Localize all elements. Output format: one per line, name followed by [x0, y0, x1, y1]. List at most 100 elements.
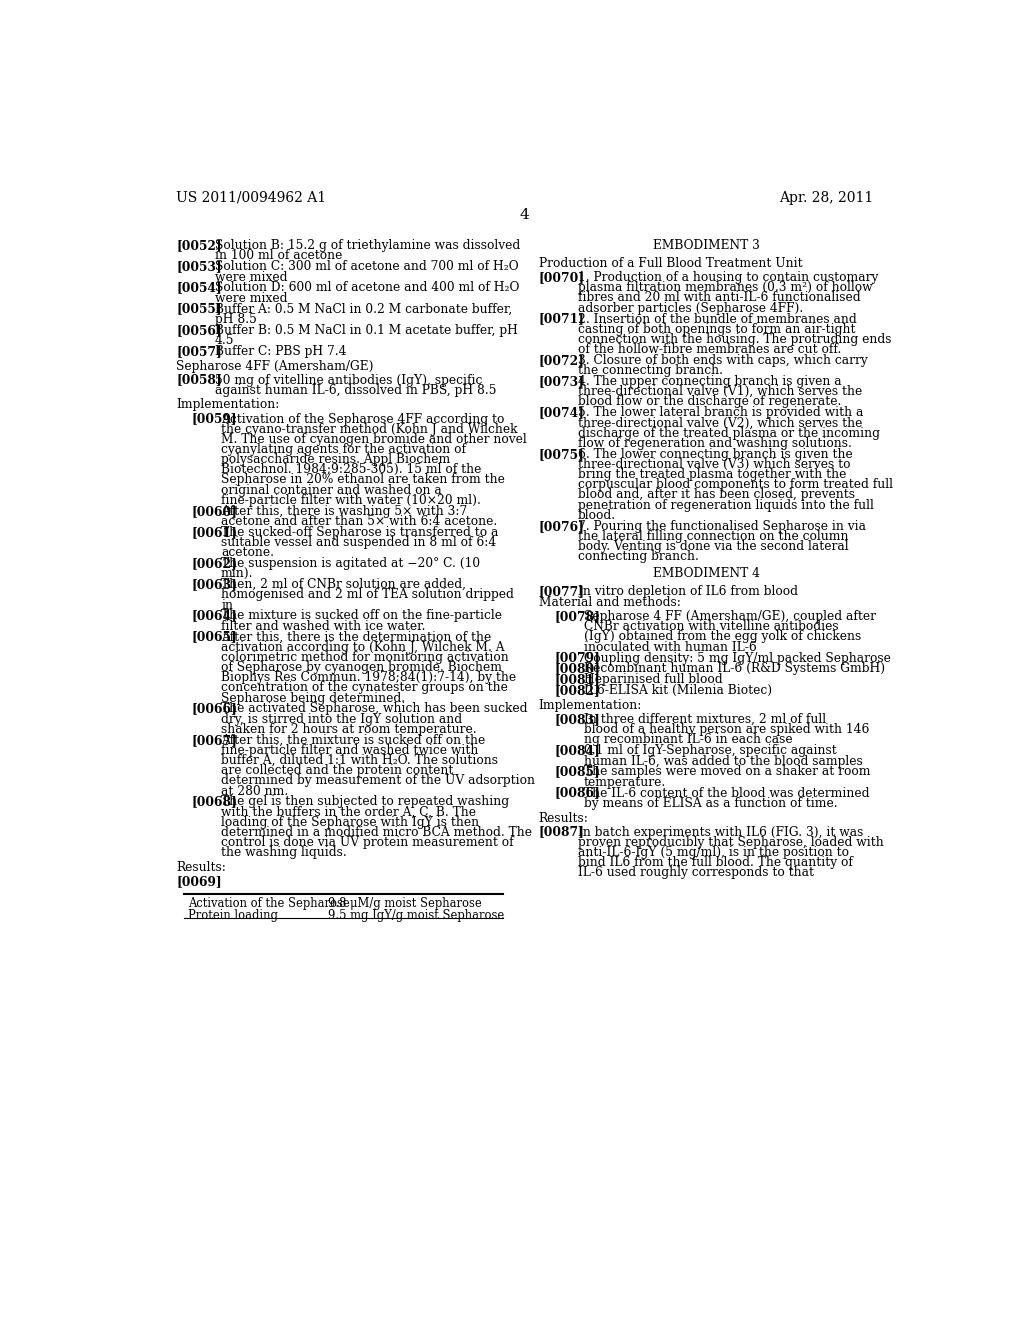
Text: Buffer A: 0.5 M NaCl in 0.2 M carbonate buffer,: Buffer A: 0.5 M NaCl in 0.2 M carbonate … — [215, 302, 512, 315]
Text: concentration of the cynatester groups on the: concentration of the cynatester groups o… — [221, 681, 508, 694]
Text: After this, the mixture is sucked off on the: After this, the mixture is sucked off on… — [221, 734, 485, 747]
Text: Results:: Results: — [539, 812, 589, 825]
Text: [0080]: [0080] — [554, 663, 600, 676]
Text: penetration of regeneration liquids into the full: penetration of regeneration liquids into… — [578, 499, 873, 512]
Text: [0055]: [0055] — [176, 302, 221, 315]
Text: [0085]: [0085] — [554, 766, 600, 779]
Text: [0054]: [0054] — [176, 281, 221, 294]
Text: 6. The lower connecting branch is given the: 6. The lower connecting branch is given … — [578, 447, 852, 461]
Text: [0056]: [0056] — [176, 323, 221, 337]
Text: EMBODIMENT 4: EMBODIMENT 4 — [652, 568, 760, 581]
Text: 9.5 mg IgY/g moist Sepharose: 9.5 mg IgY/g moist Sepharose — [328, 909, 505, 923]
Text: 4. The upper connecting branch is given a: 4. The upper connecting branch is given … — [578, 375, 841, 388]
Text: body. Venting is done via the second lateral: body. Venting is done via the second lat… — [578, 540, 848, 553]
Text: acetone.: acetone. — [221, 546, 274, 560]
Text: blood flow or the discharge of regenerate.: blood flow or the discharge of regenerat… — [578, 396, 841, 408]
Text: Implementation:: Implementation: — [176, 399, 280, 412]
Text: The activated Sepharose, which has been sucked: The activated Sepharose, which has been … — [221, 702, 527, 715]
Text: Biotechnol. 1984;9:285-305). 15 ml of the: Biotechnol. 1984;9:285-305). 15 ml of th… — [221, 463, 481, 477]
Text: 0.1 ml of IgY-Sepharose, specific against: 0.1 ml of IgY-Sepharose, specific agains… — [584, 744, 837, 758]
Text: shaken for 2 hours at room temperature.: shaken for 2 hours at room temperature. — [221, 723, 476, 735]
Text: Apr. 28, 2011: Apr. 28, 2011 — [779, 191, 873, 205]
Text: [0083]: [0083] — [554, 713, 600, 726]
Text: at 280 nm.: at 280 nm. — [221, 784, 288, 797]
Text: homogenised and 2 ml of TEA solution dripped: homogenised and 2 ml of TEA solution dri… — [221, 589, 514, 602]
Text: dry, is stirred into the IgY solution and: dry, is stirred into the IgY solution an… — [221, 713, 462, 726]
Text: activation according to (Kohn J, Wilchek M. A: activation according to (Kohn J, Wilchek… — [221, 640, 505, 653]
Text: The samples were moved on a shaker at room: The samples were moved on a shaker at ro… — [584, 766, 870, 779]
Text: three-directional valve (V2), which serves the: three-directional valve (V2), which serv… — [578, 417, 862, 429]
Text: proven reproducibly that Sepharose, loaded with: proven reproducibly that Sepharose, load… — [578, 836, 884, 849]
Text: loading of the Sepharose with IgY is then: loading of the Sepharose with IgY is the… — [221, 816, 479, 829]
Text: The sucked-off Sepharose is transferred to a: The sucked-off Sepharose is transferred … — [221, 525, 499, 539]
Text: [0059]: [0059] — [191, 413, 237, 425]
Text: [0067]: [0067] — [191, 734, 238, 747]
Text: [0082]: [0082] — [554, 684, 600, 697]
Text: After this, there is washing 5× with 3:7: After this, there is washing 5× with 3:7 — [221, 504, 467, 517]
Text: [0084]: [0084] — [554, 744, 600, 758]
Text: three-directional valve (V1), which serves the: three-directional valve (V1), which serv… — [578, 385, 862, 399]
Text: 5. The lower lateral branch is provided with a: 5. The lower lateral branch is provided … — [578, 407, 863, 420]
Text: in: in — [221, 598, 233, 611]
Text: US 2011/0094962 A1: US 2011/0094962 A1 — [176, 191, 327, 205]
Text: [0061]: [0061] — [191, 525, 238, 539]
Text: [0062]: [0062] — [191, 557, 238, 570]
Text: 7. Pouring the functionalised Sepharose in via: 7. Pouring the functionalised Sepharose … — [578, 520, 865, 533]
Text: determined by measurement of the UV adsorption: determined by measurement of the UV adso… — [221, 775, 535, 788]
Text: of Sepharose by cyanogen bromide. Biochem: of Sepharose by cyanogen bromide. Bioche… — [221, 661, 502, 675]
Text: Sepharose in 20% ethanol are taken from the: Sepharose in 20% ethanol are taken from … — [221, 474, 505, 487]
Text: Solution B: 15.2 g of triethylamine was dissolved: Solution B: 15.2 g of triethylamine was … — [215, 239, 520, 252]
Text: in 100 ml of acetone: in 100 ml of acetone — [215, 249, 342, 263]
Text: 9.8 μM/g moist Sepharose: 9.8 μM/g moist Sepharose — [328, 896, 482, 909]
Text: After this, there is the determination of the: After this, there is the determination o… — [221, 631, 492, 644]
Text: with the buffers in the order A, C, B. The: with the buffers in the order A, C, B. T… — [221, 805, 476, 818]
Text: were mixed: were mixed — [215, 292, 288, 305]
Text: against human IL-6, dissolved in PBS, pH 8.5: against human IL-6, dissolved in PBS, pH… — [215, 384, 497, 397]
Text: In three different mixtures, 2 ml of full: In three different mixtures, 2 ml of ful… — [584, 713, 825, 726]
Text: 1. Production of a housing to contain customary: 1. Production of a housing to contain cu… — [578, 271, 878, 284]
Text: determined in a modified micro BCA method. The: determined in a modified micro BCA metho… — [221, 826, 532, 840]
Text: adsorber particles (Sepharose 4FF).: adsorber particles (Sepharose 4FF). — [578, 302, 803, 314]
Text: the cyano-transfer method (Kohn J and Wilchek: the cyano-transfer method (Kohn J and Wi… — [221, 422, 517, 436]
Text: Activation of the Sepharose: Activation of the Sepharose — [187, 896, 349, 909]
Text: [0074]: [0074] — [539, 407, 585, 420]
Text: Buffer B: 0.5 M NaCl in 0.1 M acetate buffer, pH: Buffer B: 0.5 M NaCl in 0.1 M acetate bu… — [215, 323, 518, 337]
Text: are collected and the protein content: are collected and the protein content — [221, 764, 454, 777]
Text: IL-6 used roughly corresponds to that: IL-6 used roughly corresponds to that — [578, 866, 813, 879]
Text: [0060]: [0060] — [191, 504, 238, 517]
Text: 2. Insertion of the bundle of membranes and: 2. Insertion of the bundle of membranes … — [578, 313, 856, 326]
Text: [0052]: [0052] — [176, 239, 221, 252]
Text: Implementation:: Implementation: — [539, 700, 642, 711]
Text: Solution C: 300 ml of acetone and 700 ml of H₂O: Solution C: 300 ml of acetone and 700 ml… — [215, 260, 518, 273]
Text: [0075]: [0075] — [539, 447, 585, 461]
Text: ng recombinant IL-6 in each case: ng recombinant IL-6 in each case — [584, 734, 793, 746]
Text: by means of ELISA as a function of time.: by means of ELISA as a function of time. — [584, 797, 838, 809]
Text: cyanylating agents for the activation of: cyanylating agents for the activation of — [221, 444, 466, 455]
Text: bind IL6 from the full blood. The quantity of: bind IL6 from the full blood. The quanti… — [578, 857, 852, 869]
Text: Solution D: 600 ml of acetone and 400 ml of H₂O: Solution D: 600 ml of acetone and 400 ml… — [215, 281, 519, 294]
Text: [0078]: [0078] — [554, 610, 600, 623]
Text: [0068]: [0068] — [191, 796, 238, 808]
Text: fine-particle filter with water (10×20 ml).: fine-particle filter with water (10×20 m… — [221, 494, 481, 507]
Text: The gel is then subjected to repeated washing: The gel is then subjected to repeated wa… — [221, 796, 509, 808]
Text: [0087]: [0087] — [539, 825, 585, 838]
Text: Sepharose being determined.: Sepharose being determined. — [221, 692, 406, 705]
Text: fine-particle filter and washed twice with: fine-particle filter and washed twice wi… — [221, 744, 478, 756]
Text: Heparinised full blood: Heparinised full blood — [584, 673, 722, 686]
Text: the connecting branch.: the connecting branch. — [578, 364, 723, 378]
Text: [0086]: [0086] — [554, 787, 600, 800]
Text: were mixed: were mixed — [215, 271, 288, 284]
Text: inoculated with human IL-6: inoculated with human IL-6 — [584, 640, 757, 653]
Text: [0076]: [0076] — [539, 520, 585, 533]
Text: [0069]: [0069] — [176, 875, 221, 888]
Text: [0053]: [0053] — [176, 260, 221, 273]
Text: [0066]: [0066] — [191, 702, 238, 715]
Text: CNBr activation with vitelline antibodies: CNBr activation with vitelline antibodie… — [584, 620, 839, 634]
Text: original container and washed on a: original container and washed on a — [221, 483, 441, 496]
Text: temperature.: temperature. — [584, 776, 666, 788]
Text: [0072]: [0072] — [539, 354, 585, 367]
Text: flow of regeneration and washing solutions.: flow of regeneration and washing solutio… — [578, 437, 851, 450]
Text: In batch experiments with IL6 (FIG. 3), it was: In batch experiments with IL6 (FIG. 3), … — [578, 825, 863, 838]
Text: [0063]: [0063] — [191, 578, 238, 591]
Text: blood and, after it has been closed, prevents: blood and, after it has been closed, pre… — [578, 488, 854, 502]
